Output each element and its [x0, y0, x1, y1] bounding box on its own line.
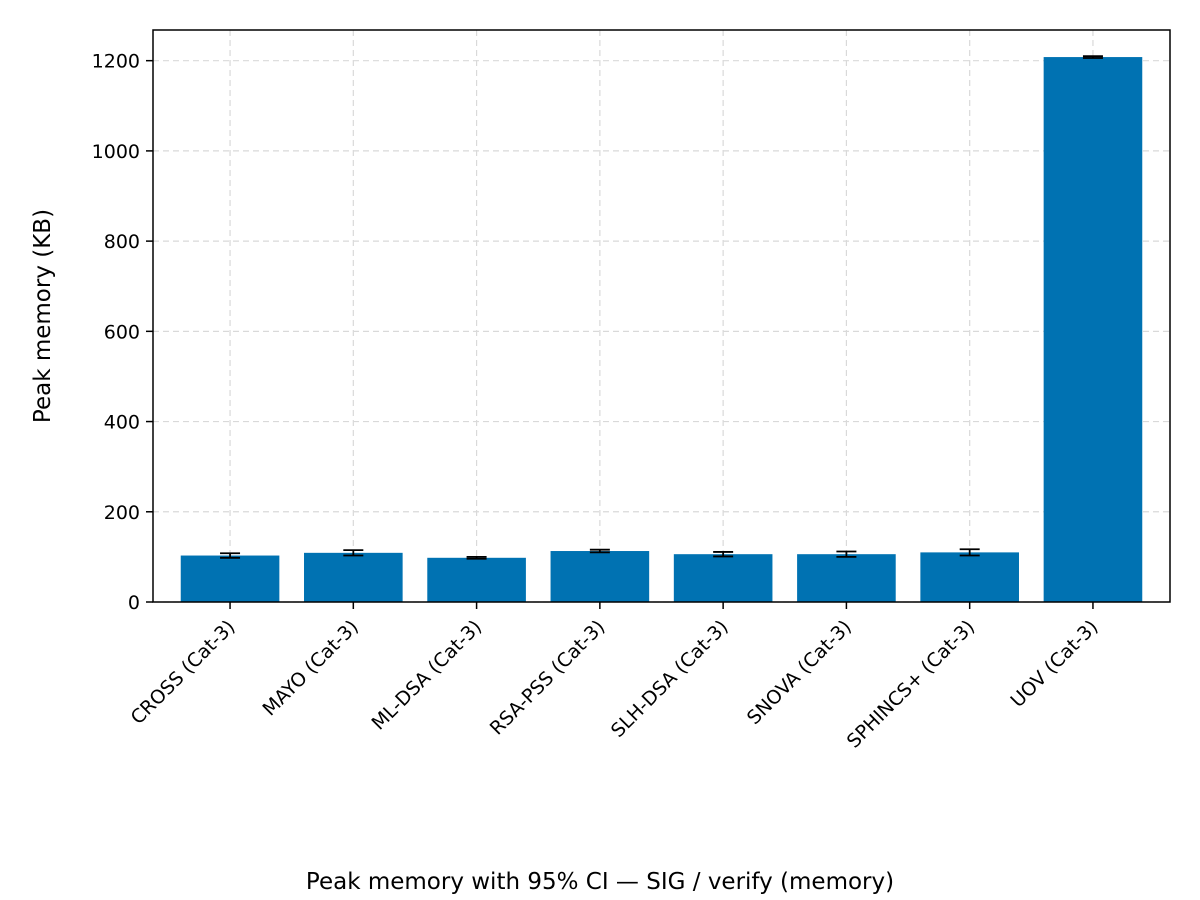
x-tick-label: CROSS (Cat-3): [127, 616, 240, 729]
bar: [1043, 57, 1143, 603]
y-tick-label: 0: [128, 592, 140, 614]
y-axis-ticks: 0 200 400 600 800 1000 1200: [92, 51, 153, 614]
x-tick-label: SLH-DSA (Cat-3): [607, 616, 733, 742]
bar: [550, 551, 650, 602]
plot-frame: [152, 29, 1171, 603]
grid-lines: [153, 30, 1170, 603]
x-tick-label: UOV (Cat-3): [1007, 616, 1103, 712]
bar: [920, 552, 1019, 602]
y-tick-label: 200: [104, 502, 140, 524]
x-tick-label: SPHINCS+ (Cat-3): [843, 616, 980, 753]
y-axis-label: Peak memory (KB): [30, 209, 56, 423]
y-tick-label: 800: [104, 231, 140, 253]
x-tick-label: MAYO (Cat-3): [258, 616, 362, 720]
error-bars: [220, 55, 1103, 560]
bar: [304, 552, 403, 602]
y-tick-label: 400: [104, 412, 140, 434]
bar: [427, 557, 526, 602]
y-tick-label: 600: [104, 321, 140, 343]
y-tick-label: 1000: [92, 141, 140, 163]
bars: [180, 57, 1143, 603]
bar: [797, 554, 896, 602]
bar: [673, 554, 773, 602]
bar: [180, 555, 280, 602]
x-tick-label: SNOVA (Cat-3): [743, 616, 856, 729]
y-tick-label: 1200: [92, 51, 140, 73]
x-tick-label: RSA-PSS (Cat-3): [486, 616, 610, 740]
x-tick-label: ML-DSA (Cat-3): [368, 616, 487, 735]
x-axis-label: Peak memory with 95% CI — SIG / verify (…: [306, 869, 894, 895]
x-axis-ticks: CROSS (Cat-3) MAYO (Cat-3) ML-DSA (Cat-3) R…: [127, 602, 1103, 753]
